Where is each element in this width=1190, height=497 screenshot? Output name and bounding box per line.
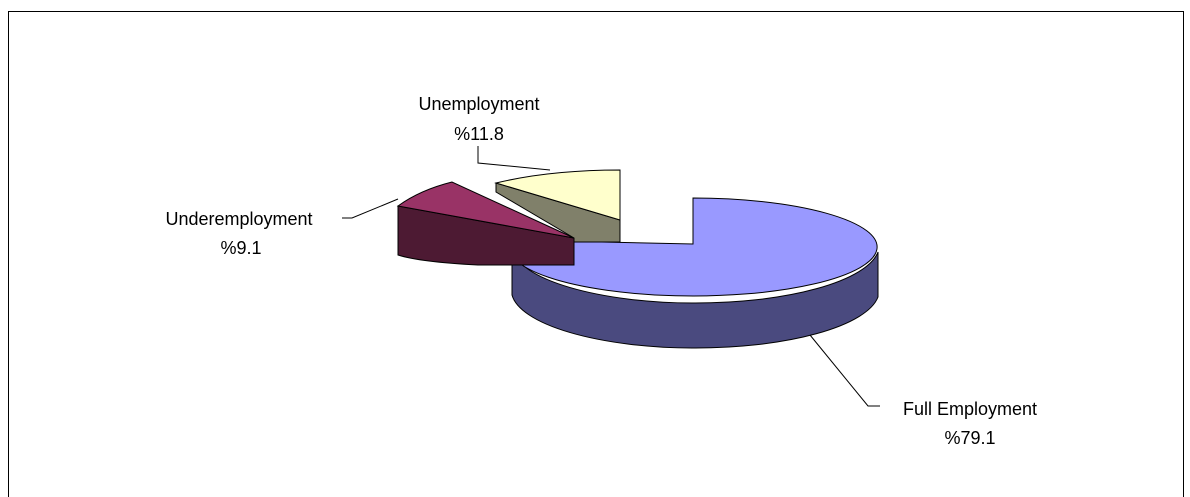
leader-full-employment: [809, 334, 880, 407]
leader-unemployment: [477, 146, 551, 171]
slice-underemployment-side: [397, 205, 575, 266]
slice-full-employment-top: [508, 197, 878, 297]
leader-underemployment: [342, 198, 399, 219]
slice-underemployment-top: [396, 181, 575, 239]
slice-full-employment: [508, 197, 879, 349]
chart-area: [8, 11, 1184, 497]
slice-full-employment-side: [511, 249, 879, 349]
label-full-employment-name: Full Employment: [903, 399, 1037, 419]
slice-underemployment: [396, 181, 575, 266]
slice-unemployment: [494, 169, 621, 243]
label-underemployment-value: %9.1: [220, 238, 261, 258]
label-unemployment-value: %11.8: [454, 124, 504, 144]
label-full-employment-value: %79.1: [944, 428, 995, 448]
label-underemployment-name: Underemployment: [165, 209, 312, 229]
label-unemployment-name: Unemployment: [418, 94, 539, 114]
slice-unemployment-top: [494, 169, 621, 221]
